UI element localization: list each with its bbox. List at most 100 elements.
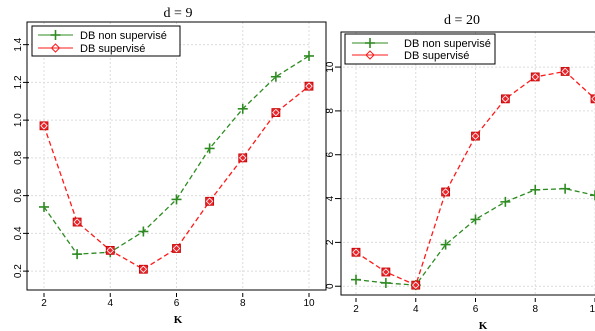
chart-d9-legend-label-supervised: DB supervisé xyxy=(80,43,145,55)
chart-d20-y-tick-label-5: 10 xyxy=(325,61,336,73)
chart-d20-point-unsupervised-1 xyxy=(380,277,391,288)
chart-d9-point-supervised-0 xyxy=(39,121,49,131)
chart-d20-point-unsupervised-6 xyxy=(530,184,541,195)
chart-d20-legend-glyph-supervised xyxy=(365,50,375,60)
chart-d20-point-supervised-3-square xyxy=(441,187,451,197)
chart-d9-point-supervised-3-square xyxy=(138,264,148,274)
chart-d20-x-tick-label-4: 10 xyxy=(589,304,595,315)
chart-d9-point-supervised-6-diamond xyxy=(238,154,247,162)
chart-d9-point-supervised-8 xyxy=(304,81,314,91)
chart-d20-point-supervised-2 xyxy=(411,280,421,290)
chart-d9-x-axis-label: K xyxy=(174,314,183,326)
chart-d9-point-unsupervised-5 xyxy=(204,143,215,154)
chart-d9-point-unsupervised-3 xyxy=(138,226,149,237)
chart-d9-point-supervised-7-diamond xyxy=(272,108,280,117)
chart-d20-y-tick-label-4: 8 xyxy=(325,108,336,114)
chart-d9-point-supervised-2-square xyxy=(105,245,115,255)
chart-d20-point-supervised-7-square xyxy=(560,67,570,76)
chart-d20-point-supervised-8-square xyxy=(590,94,595,104)
chart-d20-x-ticks: 2 4 6 8 10 xyxy=(353,298,595,315)
chart-d9-x-tick-label-0: 2 xyxy=(41,298,47,309)
chart-d9-point-supervised-7-square xyxy=(271,108,281,117)
chart-d9-point-supervised-6-square xyxy=(238,153,248,163)
chart-d9-y-tick-label-4: 1.0 xyxy=(13,113,24,127)
chart-d9-point-supervised-4-diamond xyxy=(172,244,181,253)
chart-d20-legend-diamond-supervised xyxy=(365,50,375,60)
chart-d9-x-tick-label-3: 8 xyxy=(240,298,246,309)
chart-d20-point-unsupervised-7 xyxy=(560,183,571,194)
chart-d20-point-supervised-3-diamond xyxy=(441,188,450,196)
chart-d9-point-supervised-7 xyxy=(271,108,281,117)
chart-d20-point-unsupervised-4 xyxy=(470,214,481,225)
chart-d20-series-line-unsupervised xyxy=(355,188,595,286)
chart-d20-point-supervised-8 xyxy=(590,94,595,104)
chart-d9-point-supervised-0-square xyxy=(39,121,49,131)
chart-d20-point-supervised-2-diamond xyxy=(411,281,420,289)
chart-d9-x-tick-label-2: 6 xyxy=(174,298,180,309)
chart-d9-series-line-supervised xyxy=(43,85,310,270)
chart-d9-point-supervised-5-square xyxy=(205,196,215,206)
chart-d9-point-supervised-0-diamond xyxy=(40,122,48,130)
chart-d9-point-unsupervised-0 xyxy=(39,201,49,212)
chart-d9-point-supervised-8-square xyxy=(304,81,314,91)
chart-d20-point-supervised-8-diamond xyxy=(591,95,595,103)
chart-d9-x-ticks: 2 4 6 8 10 xyxy=(41,293,315,309)
chart-d20-legend-entry-supervised: DB supervisé xyxy=(352,50,469,62)
chart-d9-y-tick-label-2: 0.6 xyxy=(13,188,24,202)
chart-d20-point-supervised-2-square xyxy=(411,280,421,290)
chart-d20-x-tick-label-0: 2 xyxy=(353,304,359,315)
chart-d9-title: d = 9 xyxy=(164,6,193,21)
chart-d9-series xyxy=(39,50,314,274)
chart-d20: d = 20 0 2 4 6 8 10 2 4 6 8 10 DB non supervisé D… xyxy=(325,13,595,331)
chart-d9-point-supervised-8-diamond xyxy=(305,82,313,90)
chart-d20-legend-marker-supervised xyxy=(365,50,375,60)
chart-d9-legend-marker-supervised xyxy=(50,43,61,53)
chart-d20-x-tick-label-1: 4 xyxy=(413,304,419,315)
chart-d9-y-tick-label-0: 0.2 xyxy=(13,264,24,278)
chart-d20-grid xyxy=(339,32,595,295)
chart-d20-title: d = 20 xyxy=(444,13,480,28)
chart-d20-x-axis-label: K xyxy=(479,320,488,331)
chart-d20-legend-label-unsupervised: DB non supervisé xyxy=(404,38,491,50)
chart-d20-point-supervised-5-diamond xyxy=(501,95,510,103)
chart-d9-point-supervised-5 xyxy=(205,196,215,206)
chart-d20-point-supervised-1 xyxy=(381,267,391,277)
chart-d9-point-supervised-6 xyxy=(238,153,248,163)
chart-d20-y-tick-label-3: 6 xyxy=(325,152,336,158)
chart-d9-legend-diamond-supervised xyxy=(50,43,61,53)
chart-d9-point-supervised-1 xyxy=(72,217,82,227)
chart-d20-point-supervised-3 xyxy=(441,187,451,197)
chart-d20-point-unsupervised-5 xyxy=(500,196,511,207)
chart-d20-point-supervised-6-square xyxy=(530,72,540,82)
chart-d20-point-supervised-6 xyxy=(530,72,540,82)
chart-d20-legend-label-supervised: DB supervisé xyxy=(404,50,469,62)
chart-d20-x-tick-label-3: 8 xyxy=(532,304,538,315)
chart-d20-y-tick-label-1: 2 xyxy=(325,239,336,245)
chart-d20-point-supervised-0-diamond xyxy=(352,248,360,257)
chart-d20-point-supervised-1-square xyxy=(381,267,391,277)
chart-d9-point-unsupervised-1 xyxy=(72,249,83,260)
chart-d9-y-tick-label-3: 0.8 xyxy=(13,151,24,165)
chart-d9-legend-entry-unsupervised: DB non supervisé xyxy=(38,30,167,42)
chart-d20-legend: DB non supervisé DB supervisé xyxy=(344,33,496,65)
chart-d20-point-supervised-6-diamond xyxy=(531,73,540,81)
chart-d20-point-supervised-4 xyxy=(471,131,480,141)
chart-d9-legend: DB non supervisé DB supervisé xyxy=(31,25,181,57)
chart-d9-point-supervised-5-diamond xyxy=(205,197,214,206)
chart-d9-legend-entry-supervised: DB supervisé xyxy=(38,43,145,55)
chart-d9-y-ticks: 0.2 0.4 0.6 0.8 1.0 1.2 1.4 xyxy=(13,37,29,278)
chart-d20-point-supervised-7-diamond xyxy=(561,67,569,76)
chart-d20-legend-entry-unsupervised: DB non supervisé xyxy=(352,38,491,50)
chart-d9-legend-glyph-supervised xyxy=(50,43,61,53)
chart-d20-point-supervised-4-diamond xyxy=(471,132,480,140)
chart-d9-point-supervised-1-diamond xyxy=(73,218,81,226)
chart-d20-point-supervised-0 xyxy=(351,247,361,257)
chart-d9: d = 9 0.2 0.4 0.6 0.8 1.0 1.2 1.4 2 4 6 8 10 DB no… xyxy=(13,6,327,326)
chart-d20-legend-marker-unsupervised xyxy=(365,38,375,48)
chart-d9-y-tick-label-1: 0.4 xyxy=(13,226,24,240)
chart-d20-point-supervised-5-square xyxy=(500,94,510,104)
chart-d20-point-supervised-5 xyxy=(500,94,510,104)
chart-d9-grid xyxy=(27,22,310,290)
chart-d9-legend-label-unsupervised: DB non supervisé xyxy=(80,30,167,42)
